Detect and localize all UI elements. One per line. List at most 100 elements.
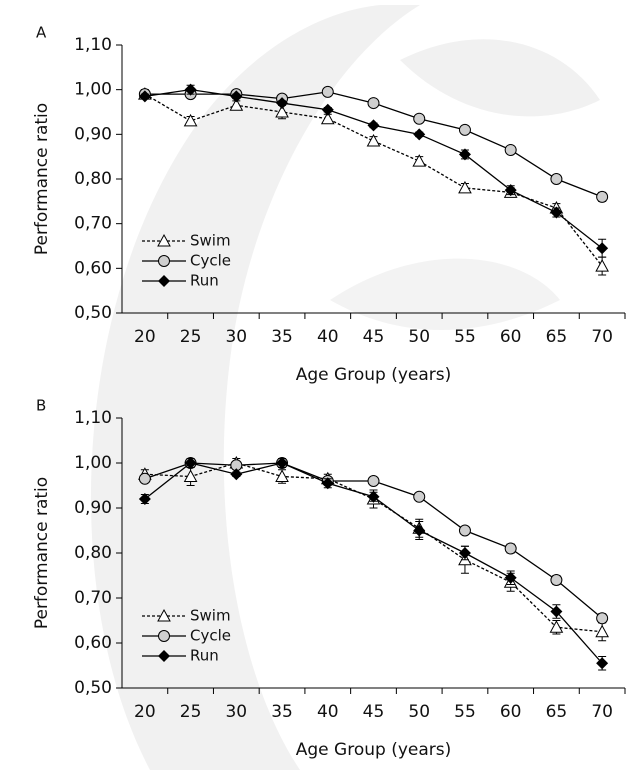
legend-marker (158, 650, 170, 662)
marker (596, 657, 609, 670)
marker (596, 190, 609, 203)
x-tick-label: 65 (546, 702, 568, 722)
marker (367, 475, 380, 487)
x-tick-label: 50 (408, 327, 430, 347)
x-tick-label: 30 (225, 702, 247, 722)
x-tick-label: 20 (134, 702, 156, 722)
legend-label: Run (190, 647, 219, 665)
marker (276, 457, 289, 469)
marker (550, 574, 563, 586)
marker (183, 469, 198, 482)
marker (138, 90, 151, 103)
y-tick-label: 0,70 (74, 588, 112, 608)
marker (504, 571, 517, 584)
x-tick-label: 60 (500, 327, 522, 347)
x-tick-label: 70 (591, 327, 613, 347)
x-tick-label: 55 (454, 702, 476, 722)
x-axis-label: Age Group (years) (296, 740, 452, 760)
y-tick-label: 0,50 (74, 678, 112, 698)
marker (275, 469, 289, 482)
series-line (144, 93, 603, 267)
legend-label: Swim (190, 607, 231, 625)
marker (321, 477, 334, 490)
marker (413, 490, 426, 503)
x-tick-label: 40 (317, 702, 339, 722)
y-tick-label: 1,00 (74, 453, 112, 473)
y-tick-label: 0,50 (74, 303, 112, 323)
x-tick-label: 40 (317, 327, 339, 347)
marker (458, 148, 471, 161)
marker (230, 468, 243, 481)
marker (504, 184, 517, 197)
y-tick-label: 0,70 (74, 214, 112, 234)
marker (183, 113, 198, 127)
marker (367, 119, 380, 132)
marker (504, 542, 517, 555)
legend-label: Run (190, 272, 219, 290)
marker (229, 98, 244, 111)
x-tick-label: 35 (271, 327, 293, 347)
legend-marker (158, 630, 170, 642)
watermark (90, 5, 421, 770)
x-tick-label: 30 (225, 327, 247, 347)
marker (550, 173, 563, 185)
x-tick-label: 20 (134, 327, 156, 347)
x-tick-label: 45 (363, 327, 385, 347)
legend-label: Swim (190, 232, 231, 250)
x-tick-label: 25 (180, 702, 202, 722)
marker (458, 524, 471, 537)
x-tick-label: 35 (271, 702, 293, 722)
marker (596, 242, 609, 255)
y-tick-label: 0,60 (74, 633, 112, 653)
x-axis-label: Age Group (years) (296, 365, 452, 385)
x-tick-label: 65 (546, 327, 568, 347)
marker (321, 103, 334, 116)
y-tick-label: 0,90 (74, 124, 112, 144)
legend-label: Cycle (190, 627, 231, 645)
legend-marker (158, 275, 170, 287)
marker (320, 111, 335, 125)
y-tick-label: 1,10 (74, 35, 112, 55)
y-tick-label: 0,80 (74, 169, 112, 189)
x-tick-label: 55 (454, 327, 476, 347)
marker (184, 83, 197, 96)
marker (458, 547, 471, 559)
x-tick-label: 45 (363, 702, 385, 722)
y-axis-label: Performance ratio (32, 477, 52, 629)
watermark (400, 39, 600, 117)
marker (550, 605, 563, 618)
marker (138, 493, 151, 505)
marker (458, 180, 472, 194)
marker (412, 154, 427, 167)
y-tick-label: 0,80 (74, 543, 112, 563)
panel-label: B (36, 397, 46, 415)
marker (413, 112, 426, 125)
marker (138, 472, 151, 485)
panel-label: A (36, 24, 47, 42)
legend-marker (157, 608, 171, 622)
legend-marker (157, 233, 171, 247)
marker (550, 206, 563, 219)
marker (413, 524, 426, 537)
x-tick-label: 60 (500, 702, 522, 722)
marker (367, 97, 380, 110)
marker (595, 259, 609, 272)
marker (366, 133, 381, 147)
marker (458, 123, 471, 136)
marker (596, 612, 609, 625)
y-tick-label: 1,10 (74, 408, 112, 428)
marker (367, 490, 380, 503)
marker (504, 143, 517, 156)
x-tick-label: 70 (591, 702, 613, 722)
y-axis-label: Performance ratio (32, 103, 52, 255)
marker (275, 104, 289, 118)
y-tick-label: 1,00 (74, 80, 112, 100)
legend-label: Cycle (190, 252, 231, 270)
marker (276, 97, 289, 110)
marker (230, 90, 243, 103)
marker (595, 624, 609, 638)
legend-marker (158, 255, 170, 267)
marker (184, 457, 197, 469)
